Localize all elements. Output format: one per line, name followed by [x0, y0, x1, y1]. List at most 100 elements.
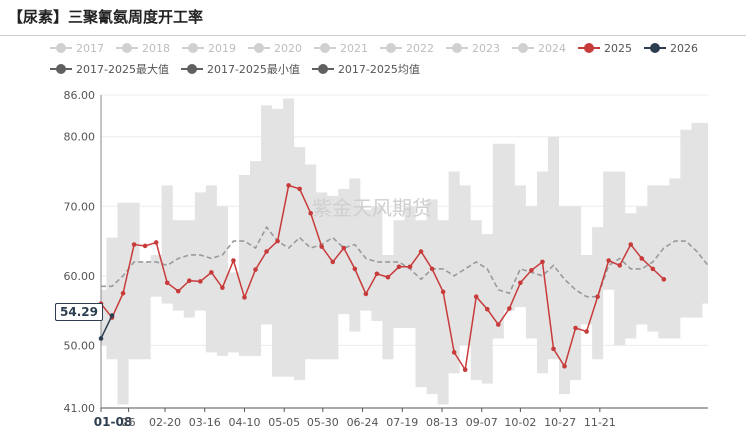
x-tick-label-5: 05-05: [268, 416, 300, 429]
x-tick-label-12: 10-27: [544, 416, 576, 429]
series-1-point-8: [186, 278, 192, 284]
legend-label: 2018: [142, 41, 170, 55]
series-1-point-5: [153, 240, 159, 245]
legend-item-1[interactable]: 2018: [116, 41, 170, 55]
legend-label: 2017-2025最大值: [76, 63, 169, 76]
legend-swatch-icon: [380, 42, 402, 54]
legend-item-6[interactable]: 2023: [446, 41, 500, 55]
legend-label: 2021: [340, 41, 368, 55]
series-1-point-46: [606, 258, 611, 263]
legend-row-2: 2017-2025最大值 2017-2025最小值 2017-2025均值: [50, 62, 740, 78]
series-1-point-4: [142, 243, 148, 249]
series-2-point-1: [109, 313, 115, 318]
legend-swatch-icon: [116, 42, 138, 54]
series-line-0: [101, 225, 709, 298]
legend-item-8[interactable]: 2025: [578, 41, 632, 55]
series-1-point-21: [330, 259, 336, 265]
x-tick-label-3: 03-16: [189, 416, 221, 429]
series-1-point-41: [551, 346, 556, 352]
series-1-point-27: [396, 264, 402, 270]
series-1-point-14: [253, 267, 258, 272]
series-1-point-9: [198, 279, 203, 284]
series-1-point-23: [352, 266, 358, 272]
legend-item-9[interactable]: 2026: [644, 41, 698, 55]
legend-row-1: 2017 2018 2019 2020 2021 2022 2023 2024 2025 2026: [50, 41, 740, 57]
legend-item-12[interactable]: 2017-2025均值: [311, 62, 420, 76]
series-1-point-24: [363, 291, 369, 297]
series-1-point-22: [341, 245, 347, 251]
series-1-point-47: [617, 263, 623, 268]
legend-label: 2020: [274, 41, 302, 55]
legend-swatch-icon: [180, 63, 203, 75]
legend-item-2[interactable]: 2019: [182, 41, 236, 55]
legend-label: 2022: [406, 41, 434, 55]
series-1-point-7: [175, 288, 181, 294]
series-1-point-19: [308, 210, 313, 216]
series-1-point-30: [429, 266, 435, 272]
series-1-point-6: [164, 280, 170, 286]
series-1-point-29: [418, 249, 424, 254]
series-1-point-42: [562, 363, 567, 369]
legend-item-5[interactable]: 2022: [380, 41, 434, 55]
x-tick-label-1: 26: [122, 416, 136, 429]
x-tick-label-4: 04-10: [228, 416, 260, 429]
legend-label: 2023: [472, 41, 500, 55]
series-1-point-51: [661, 277, 667, 282]
y-tick-label-3: 70.00: [64, 200, 96, 213]
legend-label: 2017-2025均值: [337, 63, 420, 76]
legend-swatch-icon: [182, 42, 204, 54]
series-1-point-10: [209, 270, 214, 275]
series-line-2: [100, 315, 113, 339]
chart-title: 【尿素】三聚氰氨周度开工率: [8, 8, 204, 26]
legend-swatch-icon: [50, 63, 72, 75]
x-tick-label-13: 11-21: [584, 416, 616, 429]
legend-swatch-icon: [314, 42, 336, 54]
legend-item-7[interactable]: 2024: [512, 41, 566, 55]
series-1-point-39: [529, 267, 534, 273]
series-1-point-26: [385, 274, 391, 280]
x-tick-label-0: 01-08: [94, 415, 132, 429]
x-tick-label-7: 06-24: [347, 416, 379, 429]
series-1-point-13: [242, 295, 247, 300]
legend-swatch-icon: [446, 42, 468, 54]
legend-label: 2017: [76, 41, 104, 55]
series-1-point-18: [297, 186, 302, 192]
legend-label: 2026: [670, 41, 698, 55]
y-tick-label-4: 80.00: [64, 131, 96, 144]
series-1-point-44: [584, 329, 589, 334]
series-1-point-37: [507, 306, 512, 311]
legend-item-10[interactable]: 2017-2025最大值: [50, 62, 169, 76]
series-1-point-49: [639, 256, 645, 261]
y-tick-label-5: 86.00: [64, 89, 96, 102]
series-1-point-31: [440, 289, 446, 295]
x-tick-label-10: 09-07: [466, 416, 498, 429]
legend-item-4[interactable]: 2021: [314, 41, 368, 55]
y-tick-label-0: 41.00: [64, 402, 96, 415]
title-divider: [0, 35, 746, 36]
legend-swatch-icon: [578, 42, 600, 54]
series-1-point-11: [220, 285, 225, 290]
x-tick-label-6: 05-30: [307, 416, 339, 429]
legend-label: 2017-2025最小值: [206, 63, 300, 76]
series-1-point-32: [451, 350, 457, 355]
series-1-point-50: [650, 266, 656, 272]
series-1-point-33: [462, 367, 468, 373]
series-1-point-15: [264, 249, 269, 254]
legend-item-11[interactable]: 2017-2025最小值: [180, 62, 300, 76]
x-tick-label-8: 07-19: [386, 416, 418, 429]
series-1-point-12: [231, 258, 236, 263]
legend-item-0[interactable]: 2017: [50, 41, 104, 55]
legend-swatch-icon: [512, 42, 534, 54]
series-1-point-2: [120, 290, 126, 296]
series-1-point-43: [573, 325, 578, 331]
series-1-point-17: [286, 183, 291, 188]
series-1-point-3: [131, 242, 137, 247]
legend-label: 2025: [604, 41, 632, 55]
legend-swatch-icon: [644, 42, 666, 54]
latest-value-label: 54.29: [55, 303, 103, 321]
legend-item-3[interactable]: 2020: [248, 41, 302, 55]
series-1-point-34: [473, 294, 479, 300]
x-tick-label-2: 02-20: [149, 416, 181, 429]
series-1-point-16: [275, 238, 280, 244]
